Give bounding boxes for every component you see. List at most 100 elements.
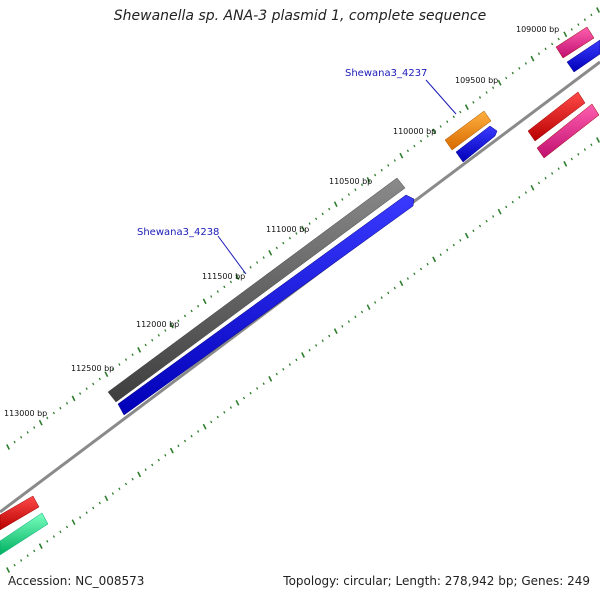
outer-tick-mark: [399, 152, 404, 159]
inner-tick-mark: [583, 148, 586, 151]
inner-tick-mark: [464, 232, 469, 239]
outer-tick-mark: [452, 115, 455, 119]
outer-tick-mark: [328, 207, 331, 211]
gene-label-leader-4238: [217, 235, 247, 275]
inner-tick-mark: [235, 399, 240, 406]
gene-blue-long[interactable]: [117, 194, 415, 416]
outer-tick-mark: [478, 96, 482, 99]
outer-tick-mark: [216, 290, 219, 293]
outer-tick-mark: [275, 246, 278, 250]
gene-shewana3-4238[interactable]: [107, 177, 406, 403]
inner-tick-mark: [26, 554, 29, 557]
inner-tick-mark: [13, 563, 16, 567]
inner-tick-mark: [65, 525, 69, 529]
outer-tick-mark: [295, 232, 298, 235]
outer-tick-mark: [374, 173, 377, 177]
outer-tick-mark: [413, 144, 416, 148]
outer-tick-mark: [92, 382, 95, 386]
inner-tick-mark: [452, 243, 455, 247]
inner-tick-mark: [262, 382, 265, 385]
outer-tick-mark: [341, 198, 344, 201]
inner-tick-mark: [485, 219, 488, 223]
inner-tick-mark: [131, 477, 134, 481]
outer-tick-mark: [151, 338, 154, 342]
inner-tick-mark: [249, 391, 252, 395]
inner-tick-mark: [157, 458, 160, 462]
outer-tick-mark: [492, 86, 495, 89]
inner-tick-mark: [537, 181, 541, 185]
inner-tick-mark: [530, 184, 535, 191]
outer-tick-mark: [387, 164, 390, 167]
inner-tick-mark: [341, 325, 344, 328]
gene-orange[interactable]: [444, 110, 492, 151]
gene-label-leader-4237: [425, 79, 457, 115]
gene-blue-top[interactable]: [566, 39, 600, 73]
outer-tick-mark: [315, 217, 318, 221]
inner-tick-mark: [426, 262, 429, 266]
inner-tick-mark: [223, 411, 226, 414]
inner-tick-mark: [38, 543, 43, 549]
outer-tick-mark: [380, 168, 383, 172]
gene-label-shewana3-4238[interactable]: Shewana3_4238: [137, 227, 219, 238]
inner-tick-mark: [439, 253, 442, 256]
inner-tick-mark: [399, 280, 404, 287]
inner-tick-mark: [98, 501, 101, 505]
inner-tick-mark: [478, 224, 482, 228]
inner-tick-mark: [92, 506, 95, 510]
gene-blue-small[interactable]: [455, 125, 498, 163]
inner-tick-mark: [151, 463, 154, 467]
inner-tick-mark: [301, 352, 306, 358]
inner-tick-mark: [144, 468, 147, 471]
tick-label-110500: 110500 bp: [329, 177, 372, 186]
outer-tick-mark: [52, 411, 55, 415]
gene-red-bottom[interactable]: [0, 495, 40, 531]
inner-tick-mark: [111, 492, 114, 495]
outer-tick-mark: [551, 42, 554, 46]
outer-tick-mark: [518, 67, 521, 70]
topology-summary: Topology: circular; Length: 278,942 bp; …: [283, 574, 590, 588]
inner-tick-mark: [380, 296, 383, 299]
inner-tick-mark: [563, 161, 568, 167]
inner-tick-mark: [524, 191, 527, 194]
gene-pink-right[interactable]: [536, 103, 600, 159]
gene-pink-top[interactable]: [555, 26, 595, 59]
inner-tick-mark: [85, 511, 88, 514]
accession-text: Accession: NC_008573: [8, 574, 145, 588]
inner-tick-mark: [275, 372, 278, 376]
outer-tick-mark: [111, 368, 114, 371]
outer-tick-mark: [497, 79, 502, 86]
inner-tick-mark: [360, 310, 364, 314]
inner-tick-mark: [20, 559, 23, 562]
inner-tick-mark: [169, 447, 174, 454]
inner-tick-mark: [59, 530, 62, 534]
inner-tick-mark: [288, 363, 291, 366]
inner-tick-mark: [333, 328, 338, 334]
outer-tick-mark: [262, 256, 265, 259]
inner-tick-mark: [354, 315, 357, 319]
outer-tick-mark: [393, 159, 396, 162]
inner-tick-mark: [497, 208, 502, 215]
gene-green-bottom[interactable]: [0, 512, 49, 556]
inner-tick-mark: [104, 495, 109, 502]
tick-label-112500: 112500 bp: [71, 364, 114, 373]
outer-tick-mark: [223, 285, 226, 289]
tick-label-109000: 109000 bp: [516, 25, 559, 34]
outer-tick-mark: [157, 334, 160, 337]
outer-tick-mark: [98, 377, 101, 381]
inner-tick-mark: [6, 567, 11, 573]
outer-tick-mark: [505, 76, 508, 80]
gene-red-right[interactable]: [527, 91, 586, 142]
inner-tick-mark: [406, 277, 409, 280]
outer-tick-mark: [282, 241, 285, 245]
outer-tick-mark: [563, 31, 568, 38]
inner-tick-mark: [216, 415, 219, 419]
inner-tick-mark: [366, 304, 371, 311]
outer-tick-mark: [202, 298, 207, 305]
gene-label-shewana3-4237[interactable]: Shewana3_4237: [345, 68, 427, 79]
inner-tick-mark: [413, 272, 416, 276]
tick-label-112000: 112000 bp: [136, 320, 179, 329]
outer-tick-mark: [177, 319, 180, 323]
inner-tick-mark: [137, 471, 142, 478]
inner-tick-mark: [328, 334, 331, 338]
